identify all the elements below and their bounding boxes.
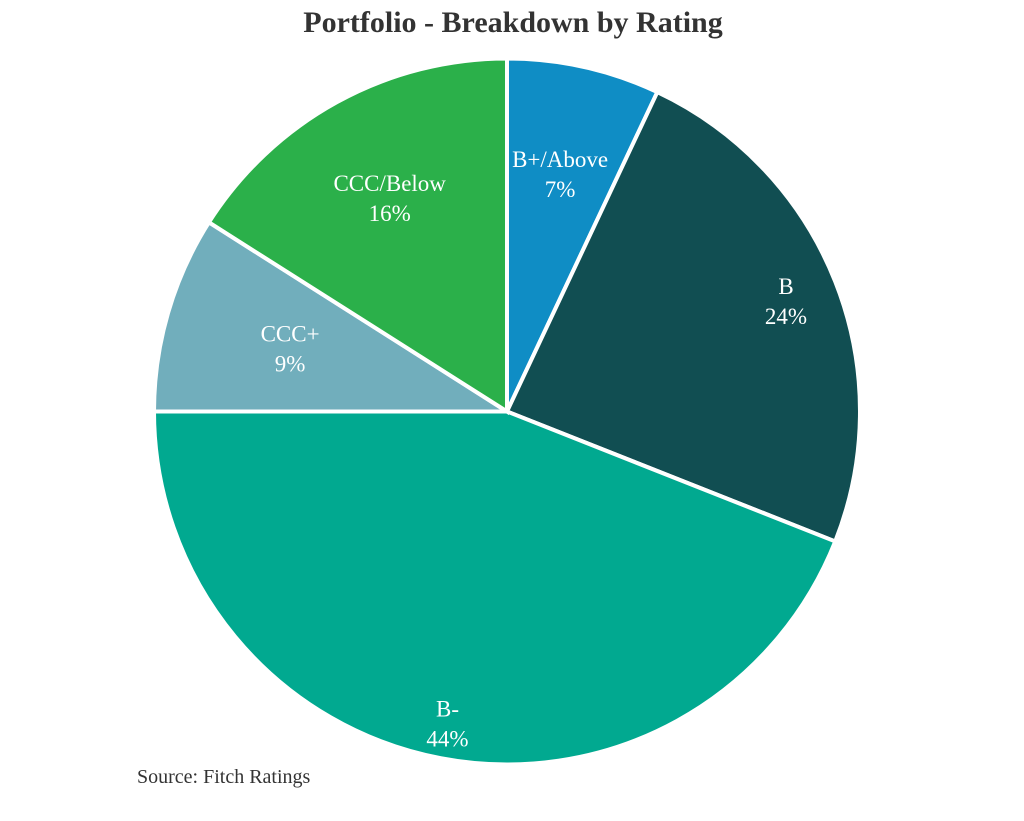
pie-label-3-ccc: CCC+ 9% — [261, 322, 320, 377]
pie-slice-1-b — [504, 89, 862, 545]
pie-slices-group — [151, 56, 862, 767]
pie-slice-3-ccc — [151, 219, 514, 414]
source-note: Source: Fitch Ratings — [137, 766, 311, 788]
pie-label-0-b-above: B+/Above 7% — [512, 147, 608, 202]
pie-label-1-b: B 24% — [765, 274, 807, 329]
chart-title: Portfolio - Breakdown by Rating — [303, 6, 722, 39]
pie-slice-0-b-above — [505, 56, 660, 413]
pie-label-2-b: B-44% — [426, 697, 468, 752]
pie-slice-4-ccc-below — [206, 56, 509, 416]
pie-labels-group: B+/Above 7% B 24% B-44% CCC+ 9% CCC/Below 16% — [261, 147, 807, 752]
pie-slice-2-b — [151, 409, 838, 767]
pie-label-4-ccc-below: CCC/Below 16% — [333, 171, 446, 226]
